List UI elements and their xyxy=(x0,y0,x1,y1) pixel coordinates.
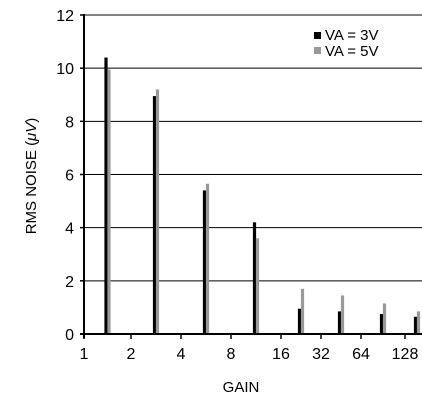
y-axis-title: RMS NOISE (μV) xyxy=(23,118,40,235)
x-tick-label-16: 16 xyxy=(272,346,290,363)
bar-va5-gain-1 xyxy=(107,69,111,334)
bar-va3-gain-64 xyxy=(379,314,384,334)
x-tick-label-2: 2 xyxy=(127,346,136,363)
bar-va5-gain-4 xyxy=(205,183,210,334)
bar-va5-gain-16 xyxy=(300,288,305,334)
grid-lines xyxy=(84,14,422,282)
x-tick-label-8: 8 xyxy=(227,346,236,363)
bar-va5-gain-2 xyxy=(155,89,160,334)
bar-va5-gain-8 xyxy=(255,238,260,334)
x-axis-title: GAIN xyxy=(223,379,260,396)
x-tick-labels: 1 2 4 8 16 32 64 128 xyxy=(80,346,419,363)
y-tick-label-10: 10 xyxy=(56,61,74,78)
x-tick-label-128: 128 xyxy=(392,346,419,363)
y-tick-label-8: 8 xyxy=(65,114,74,131)
legend-swatch-va3 xyxy=(314,32,321,39)
axes xyxy=(80,14,422,339)
x-tick-label-64: 64 xyxy=(352,346,370,363)
y-tick-label-0: 0 xyxy=(65,327,74,344)
bar-va3-gain-128 xyxy=(413,316,418,334)
y-tick-label-6: 6 xyxy=(65,168,74,185)
y-tick-label-2: 2 xyxy=(65,274,74,291)
legend-label-va5: VA = 5V xyxy=(325,43,379,60)
bar-va3-gain-2 xyxy=(152,96,157,335)
y-tick-labels: 0 2 4 6 8 10 12 xyxy=(56,8,74,344)
bars xyxy=(104,57,421,335)
legend-label-va3: VA = 3V xyxy=(325,27,379,44)
bar-va3-gain-8 xyxy=(252,222,257,334)
bar-va3-gain-1 xyxy=(104,57,108,335)
bar-va5-gain-32 xyxy=(340,295,345,334)
x-tick-label-32: 32 xyxy=(312,346,330,363)
y-tick-label-12: 12 xyxy=(56,8,74,25)
y-tick-label-4: 4 xyxy=(65,221,74,238)
legend-swatch-va5 xyxy=(314,47,321,54)
bar-va3-gain-4 xyxy=(202,190,207,334)
bar-va3-gain-32 xyxy=(337,311,342,334)
x-tick-label-4: 4 xyxy=(177,346,186,363)
x-tick-label-1: 1 xyxy=(80,346,89,363)
legend: VA = 3V VA = 5V xyxy=(314,27,379,60)
bar-va3-gain-16 xyxy=(297,308,302,334)
bar-va5-gain-128 xyxy=(416,311,421,334)
bar-va5-gain-64 xyxy=(382,303,387,334)
